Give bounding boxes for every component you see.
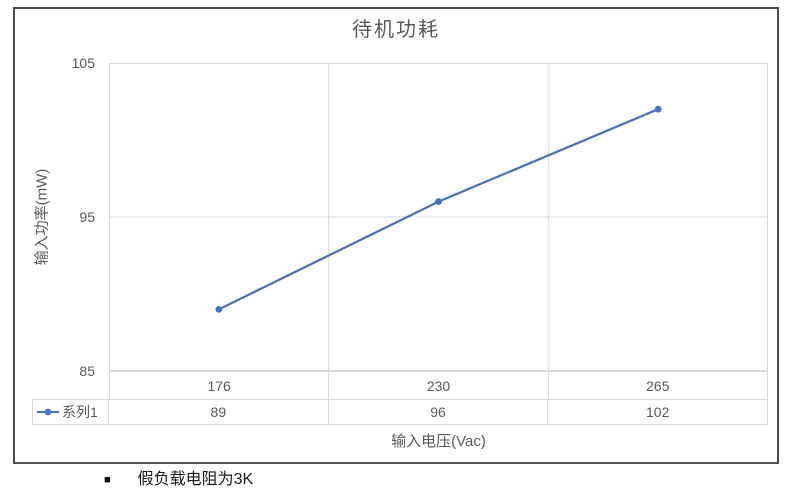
data-table-series-row: 系列1 89 96 102 (32, 399, 769, 425)
square-bullet-icon: ■ (104, 474, 111, 486)
chart-container: 待机功耗 105 95 85 输入功率(mW) 176 230 265 系列1 … (13, 7, 779, 464)
series-value-176: 89 (109, 399, 329, 425)
chart-title: 待机功耗 (352, 19, 440, 41)
category-label-265: 265 (548, 371, 768, 399)
category-label-176: 176 (109, 371, 330, 399)
x-axis-title: 输入电压(Vac) (391, 433, 486, 450)
bullet-note-text: 假负载电阻为3K (137, 471, 254, 488)
data-table-category-row: 176 230 265 (109, 371, 768, 399)
y-axis-tick-95: 95 (79, 209, 95, 225)
bullet-note: ■ 假负载电阻为3K (104, 470, 253, 490)
plot-area (109, 63, 768, 371)
legend-series-label: 系列1 (62, 404, 98, 420)
y-axis-title: 输入功率(mW) (33, 168, 51, 266)
series-line-marker-icon (37, 408, 59, 416)
y-axis-tick-105: 105 (71, 55, 95, 71)
series-value-265: 102 (548, 399, 769, 425)
series-value-230: 96 (328, 399, 549, 425)
category-label-230: 230 (329, 371, 549, 399)
legend-key: 系列1 (32, 399, 109, 425)
y-axis-tick-85: 85 (79, 363, 95, 379)
